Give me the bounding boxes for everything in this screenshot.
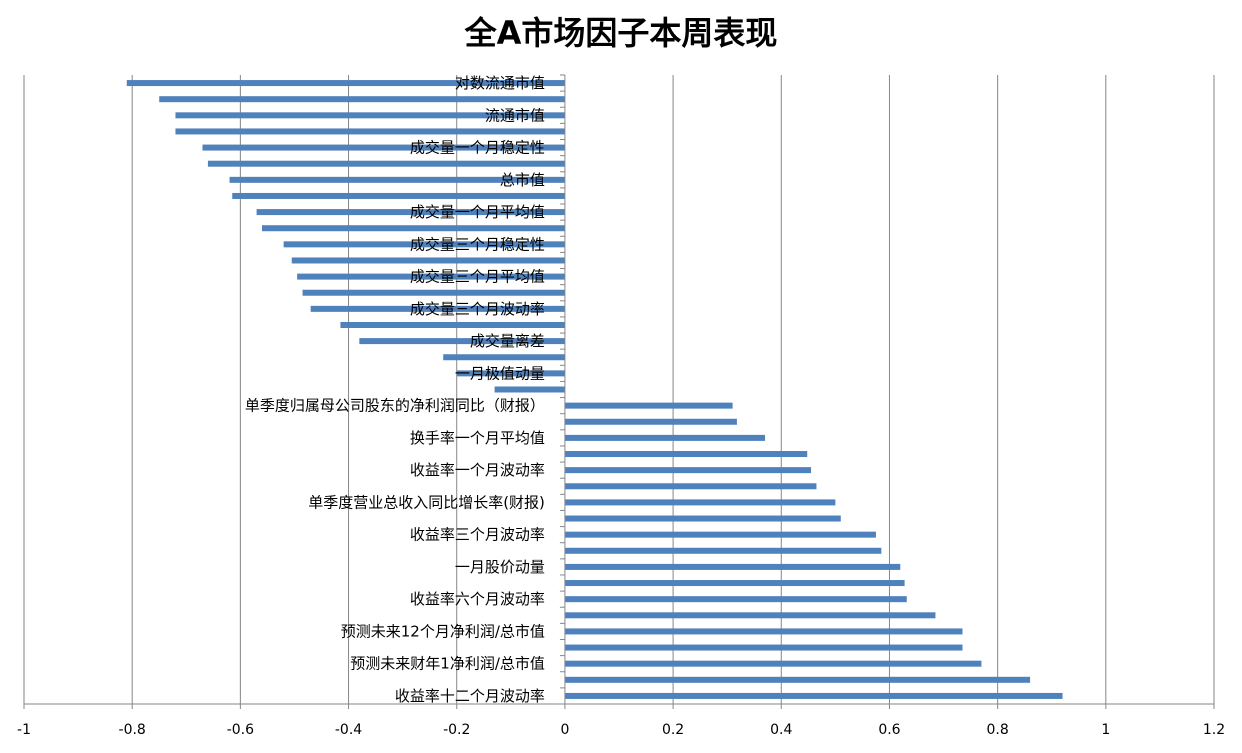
bar — [443, 354, 565, 361]
bar — [494, 386, 565, 393]
bar — [564, 515, 841, 522]
chart-title: 全A市场因子本周表现 — [464, 14, 778, 52]
bar — [564, 531, 876, 538]
bar — [564, 644, 963, 651]
bar — [564, 596, 907, 603]
x-tick-label: -0.8 — [119, 722, 146, 738]
category-label: 对数流通市值 — [455, 74, 545, 92]
bar — [564, 563, 901, 570]
bar — [564, 499, 836, 506]
bar — [175, 112, 565, 119]
bar — [302, 289, 565, 296]
x-tick-label: -0.6 — [227, 722, 254, 738]
x-tick-label: 0.6 — [878, 722, 900, 738]
x-tick-label: 0.4 — [770, 722, 792, 738]
category-label: 成交量离差 — [470, 332, 545, 350]
x-tick-label: 1.2 — [1203, 722, 1225, 738]
category-label: 收益率三个月波动率 — [410, 526, 545, 544]
bar — [564, 467, 812, 474]
category-label: 换手率一个月平均值 — [410, 429, 545, 447]
category-label: 一月股价动量 — [455, 558, 545, 576]
bar — [564, 402, 733, 409]
bar — [456, 370, 565, 377]
x-tick-label: 0 — [560, 722, 569, 738]
category-label: 收益率一个月波动率 — [410, 461, 545, 479]
bar — [564, 547, 882, 554]
category-label: 流通市值 — [485, 106, 545, 124]
category-label: 一月极值动量 — [455, 364, 545, 382]
bar — [564, 628, 963, 635]
x-tick-label: 0.2 — [662, 722, 684, 738]
bar — [359, 338, 565, 345]
category-label: 预测未来12个月净利润/总市值 — [341, 622, 545, 640]
bar — [202, 144, 565, 151]
bar — [564, 580, 905, 587]
bar — [159, 96, 565, 103]
category-label: 成交量一个月稳定性 — [410, 139, 545, 157]
bar — [262, 225, 565, 232]
category-label: 收益率六个月波动率 — [410, 590, 545, 608]
bar — [256, 209, 565, 216]
bar — [175, 128, 565, 135]
bar — [564, 660, 982, 667]
bar — [564, 418, 737, 425]
category-label: 预测未来财年1净利润/总市值 — [350, 655, 545, 673]
x-tick-label: -1 — [17, 722, 31, 738]
category-label: 收益率十二个月波动率 — [395, 687, 545, 705]
category-label: 单季度归属母公司股东的净利润同比（财报） — [245, 397, 545, 415]
x-tick-label: 0.8 — [987, 722, 1009, 738]
bar — [340, 321, 565, 328]
bar — [564, 676, 1031, 683]
bar — [283, 241, 565, 248]
category-label: 总市值 — [500, 171, 545, 189]
bar — [564, 692, 1063, 699]
bar — [207, 160, 565, 167]
bar — [229, 176, 565, 183]
category-label: 成交量一个月平均值 — [410, 203, 545, 221]
category-label: 成交量三个月波动率 — [410, 300, 545, 318]
bar — [126, 80, 565, 87]
bar — [297, 273, 565, 280]
x-tick-label: -0.4 — [335, 722, 362, 738]
x-tick-label: 1 — [1101, 722, 1110, 738]
bar — [564, 483, 817, 490]
bar — [310, 305, 565, 312]
bar — [564, 612, 936, 619]
bar — [564, 434, 766, 441]
category-label: 成交量三个月平均值 — [410, 268, 545, 286]
category-label: 成交量三个月稳定性 — [410, 235, 545, 253]
bar — [291, 257, 565, 264]
x-tick-label: -0.2 — [443, 722, 470, 738]
bar — [564, 451, 808, 458]
bar — [232, 192, 565, 199]
category-label: 单季度营业总收入同比增长率(财报) — [308, 493, 545, 511]
